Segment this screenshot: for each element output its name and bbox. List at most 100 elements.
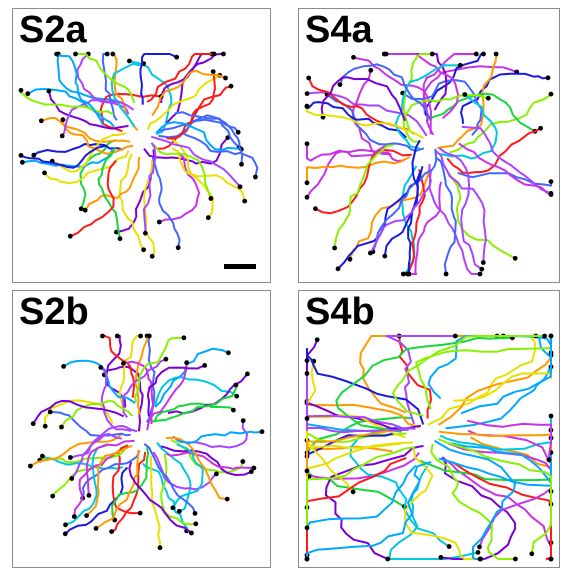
track-endpoint: [529, 551, 535, 557]
track-endpoint: [332, 245, 337, 251]
cell-track: [143, 136, 229, 165]
track-endpoint: [68, 455, 73, 460]
track-endpoint: [429, 51, 435, 57]
track-endpoint: [214, 471, 219, 477]
cell-track: [142, 462, 188, 531]
track-endpoint: [542, 333, 547, 339]
cell-track: [388, 465, 479, 560]
cell-track: [460, 72, 549, 124]
cell-track: [306, 106, 424, 139]
panel-s4b: S4b: [298, 290, 560, 568]
cell-track: [349, 169, 431, 260]
cell-track: [438, 438, 552, 554]
cell-track: [151, 142, 212, 199]
cell-track: [41, 117, 131, 143]
track-endpoint: [117, 236, 123, 242]
cell-track: [449, 93, 552, 154]
track-endpoint: [548, 333, 554, 339]
panel-label-s4b: S4b: [305, 291, 375, 333]
track-endpoint: [121, 361, 126, 366]
track-endpoint: [47, 409, 53, 415]
cell-track: [84, 156, 141, 211]
panel-label-s4a: S4a: [305, 9, 373, 51]
cell-track: [383, 139, 421, 257]
track-endpoint: [156, 219, 162, 225]
track-endpoint: [304, 180, 310, 186]
cell-track: [146, 74, 221, 130]
track-endpoint: [304, 141, 310, 147]
track-endpoint: [46, 88, 52, 94]
cell-track: [29, 433, 122, 467]
track-endpoint: [170, 505, 176, 511]
cell-track: [165, 436, 228, 501]
track-endpoint: [347, 256, 353, 262]
track-endpoint: [71, 514, 77, 519]
track-endpoint: [174, 54, 180, 60]
cell-track: [151, 69, 226, 117]
track-endpoint: [31, 152, 37, 158]
track-endpoint: [335, 266, 341, 272]
cell-track: [306, 156, 411, 183]
cell-track: [47, 90, 129, 130]
cell-track: [430, 443, 516, 560]
cell-track: [394, 64, 461, 150]
track-endpoint: [239, 161, 244, 167]
track-endpoint: [63, 522, 68, 528]
track-endpoint: [25, 91, 31, 97]
track-endpoint: [406, 271, 412, 277]
track-endpoint: [175, 245, 181, 251]
cell-track: [158, 151, 201, 223]
track-endpoint: [438, 555, 444, 560]
track-endpoint: [548, 91, 554, 97]
track-endpoint: [69, 476, 75, 481]
track-endpoint: [477, 544, 482, 550]
cell-track: [402, 53, 433, 135]
track-endpoint: [202, 363, 208, 368]
cell-track: [32, 399, 125, 425]
cell-track: [142, 142, 157, 234]
track-endpoint: [104, 51, 110, 57]
track-endpoint: [149, 253, 155, 259]
cell-track: [166, 71, 216, 140]
cell-track: [165, 451, 254, 470]
cell-track: [111, 446, 150, 521]
track-endpoint: [18, 153, 24, 158]
track-endpoint: [86, 493, 92, 498]
track-endpoint: [42, 170, 47, 176]
cell-track: [22, 149, 114, 168]
track-endpoint: [313, 206, 318, 212]
cell-track: [134, 335, 150, 415]
track-endpoint: [61, 364, 66, 369]
cell-track: [324, 444, 424, 560]
track-endpoint: [462, 92, 468, 97]
track-endpoint: [351, 54, 356, 60]
cell-track: [415, 347, 552, 410]
track-endpoint: [400, 271, 406, 277]
track-endpoint: [368, 67, 374, 73]
track-endpoint: [320, 114, 326, 120]
cell-track: [33, 143, 124, 157]
cell-track: [359, 335, 498, 414]
track-endpoint: [205, 215, 211, 221]
track-endpoint: [306, 75, 312, 81]
cell-track: [75, 53, 136, 104]
track-endpoint: [176, 508, 182, 514]
track-endpoint: [304, 358, 310, 363]
track-endpoint: [233, 382, 239, 388]
cell-track: [85, 444, 133, 517]
track-endpoint: [493, 51, 499, 57]
track-endpoint: [20, 159, 25, 165]
cell-track: [64, 466, 129, 535]
cell-track: [306, 143, 392, 162]
cell-track: [369, 168, 433, 254]
cell-track: [466, 419, 552, 460]
track-endpoint: [337, 82, 343, 87]
cell-track: [306, 445, 416, 528]
cell-track: [152, 451, 218, 491]
track-endpoint: [383, 51, 389, 57]
cell-track: [27, 88, 115, 128]
track-endpoint: [475, 550, 481, 555]
cell-track: [320, 76, 407, 122]
track-endpoint: [157, 545, 163, 551]
track-endpoint: [240, 418, 246, 423]
